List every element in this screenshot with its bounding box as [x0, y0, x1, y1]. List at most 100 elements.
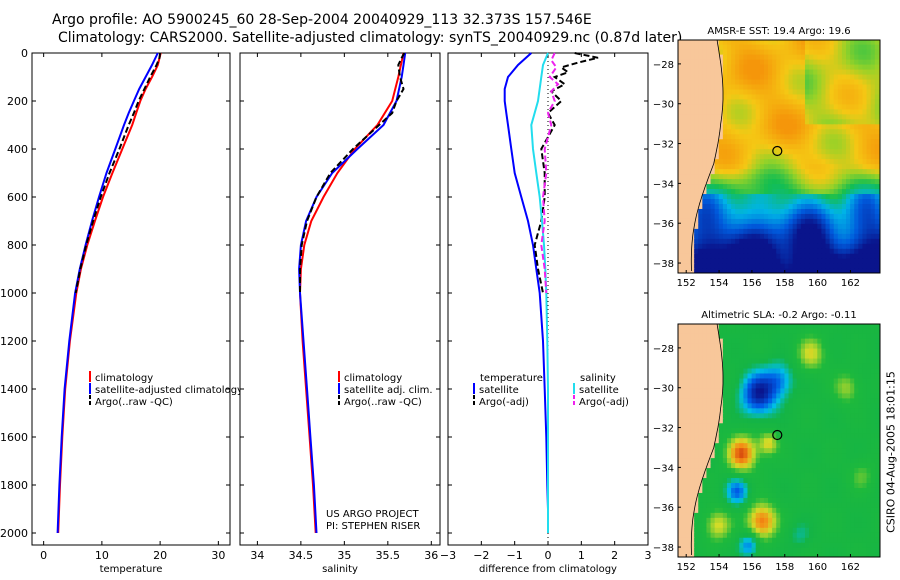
ocean-cell: [718, 428, 724, 435]
ocean-cell: [776, 40, 782, 46]
ocean-cell: [809, 423, 814, 430]
ocean-cell: [821, 517, 827, 524]
ocean-cell: [722, 378, 728, 385]
ocean-cell: [772, 492, 778, 499]
land-cell: [685, 109, 691, 116]
ocean-cell: [866, 358, 872, 365]
ocean-cell: [796, 324, 802, 330]
ocean-cell: [854, 343, 860, 350]
land-cell: [702, 418, 708, 425]
ocean-cell: [776, 512, 782, 519]
ocean-cell: [792, 468, 798, 474]
ocean-cell: [862, 532, 868, 539]
ocean-cell: [735, 423, 741, 430]
ocean-cell: [846, 59, 851, 66]
ocean-cell: [735, 99, 741, 106]
ocean-cell: [788, 223, 794, 230]
land-cell: [681, 324, 687, 330]
ocean-cell: [837, 134, 843, 141]
ocean-cell: [743, 139, 749, 146]
ocean-cell: [747, 119, 753, 126]
ocean-cell: [710, 203, 716, 210]
ocean-cell: [788, 218, 794, 225]
ocean-cell: [722, 497, 728, 504]
ocean-cell: [800, 174, 806, 180]
ocean-cell: [817, 159, 823, 165]
ocean-cell: [809, 189, 814, 195]
land-cell: [685, 478, 691, 484]
ocean-cell: [739, 353, 745, 360]
ocean-cell: [763, 398, 769, 405]
ocean-cell: [784, 139, 790, 146]
ocean-cell: [850, 213, 856, 220]
ocean-cell: [874, 49, 880, 56]
ocean-cell: [858, 99, 864, 106]
ocean-cell: [858, 84, 864, 91]
ocean-cell: [759, 358, 765, 365]
ocean-cell: [813, 458, 819, 464]
land-cell: [718, 343, 724, 350]
land-cell: [690, 363, 695, 370]
ocean-cell: [768, 443, 773, 449]
ocean-cell: [874, 164, 880, 170]
ocean-cell: [792, 492, 798, 499]
ocean-cell: [854, 507, 860, 514]
ocean-cell: [862, 233, 868, 240]
ocean-cell: [759, 328, 765, 335]
land-cell: [706, 328, 712, 335]
ocean-cell: [883, 179, 888, 185]
ocean-cell: [776, 139, 782, 146]
land-cell: [681, 468, 687, 474]
ocean-cell: [792, 253, 798, 260]
ocean-cell: [759, 74, 765, 81]
ocean-cell: [804, 194, 810, 200]
ocean-cell: [850, 144, 856, 151]
ocean-cell: [735, 324, 741, 330]
ocean-cell: [718, 542, 724, 549]
ocean-cell: [878, 428, 880, 435]
land-cell: [694, 418, 700, 425]
ocean-cell: [837, 522, 843, 529]
ocean-cell: [731, 478, 736, 484]
ocean-cell: [850, 169, 856, 175]
ocean-cell: [743, 512, 749, 519]
ocean-cell: [883, 393, 888, 399]
ocean-cell: [747, 368, 753, 375]
ocean-cell: [813, 418, 819, 425]
ocean-cell: [850, 542, 856, 549]
ocean-cell: [768, 59, 773, 66]
ocean-cell: [780, 169, 786, 175]
land-cell: [681, 268, 687, 273]
ocean-cell: [792, 218, 798, 225]
ocean-cell: [768, 233, 773, 240]
ocean-cell: [878, 243, 880, 250]
ocean-cell: [788, 179, 794, 185]
ocean-cell: [833, 428, 839, 435]
ocean-cell: [788, 89, 794, 96]
ocean-cell: [800, 144, 806, 151]
ocean-cell: [796, 423, 802, 430]
x-tick-label: −3: [440, 549, 456, 562]
ocean-cell: [817, 324, 823, 330]
ocean-cell: [698, 497, 704, 504]
ocean-cell: [772, 358, 778, 365]
ocean-cell: [743, 443, 749, 449]
ocean-cell: [870, 213, 876, 220]
ocean-cell: [706, 208, 712, 215]
ocean-cell: [759, 453, 765, 459]
ocean-cell: [780, 114, 786, 121]
ocean-cell: [763, 512, 769, 519]
ocean-cell: [804, 59, 810, 66]
ocean-cell: [878, 263, 880, 270]
ocean-cell: [739, 258, 745, 265]
ocean-cell: [837, 418, 843, 425]
ocean-cell: [821, 114, 827, 121]
ocean-cell: [809, 388, 814, 395]
ocean-cell: [739, 89, 745, 96]
ocean-cell: [747, 134, 753, 141]
land-cell: [706, 169, 712, 175]
ocean-cell: [878, 532, 880, 539]
ocean-cell: [792, 109, 798, 116]
ocean-cell: [854, 428, 860, 435]
land-cell: [685, 248, 691, 255]
